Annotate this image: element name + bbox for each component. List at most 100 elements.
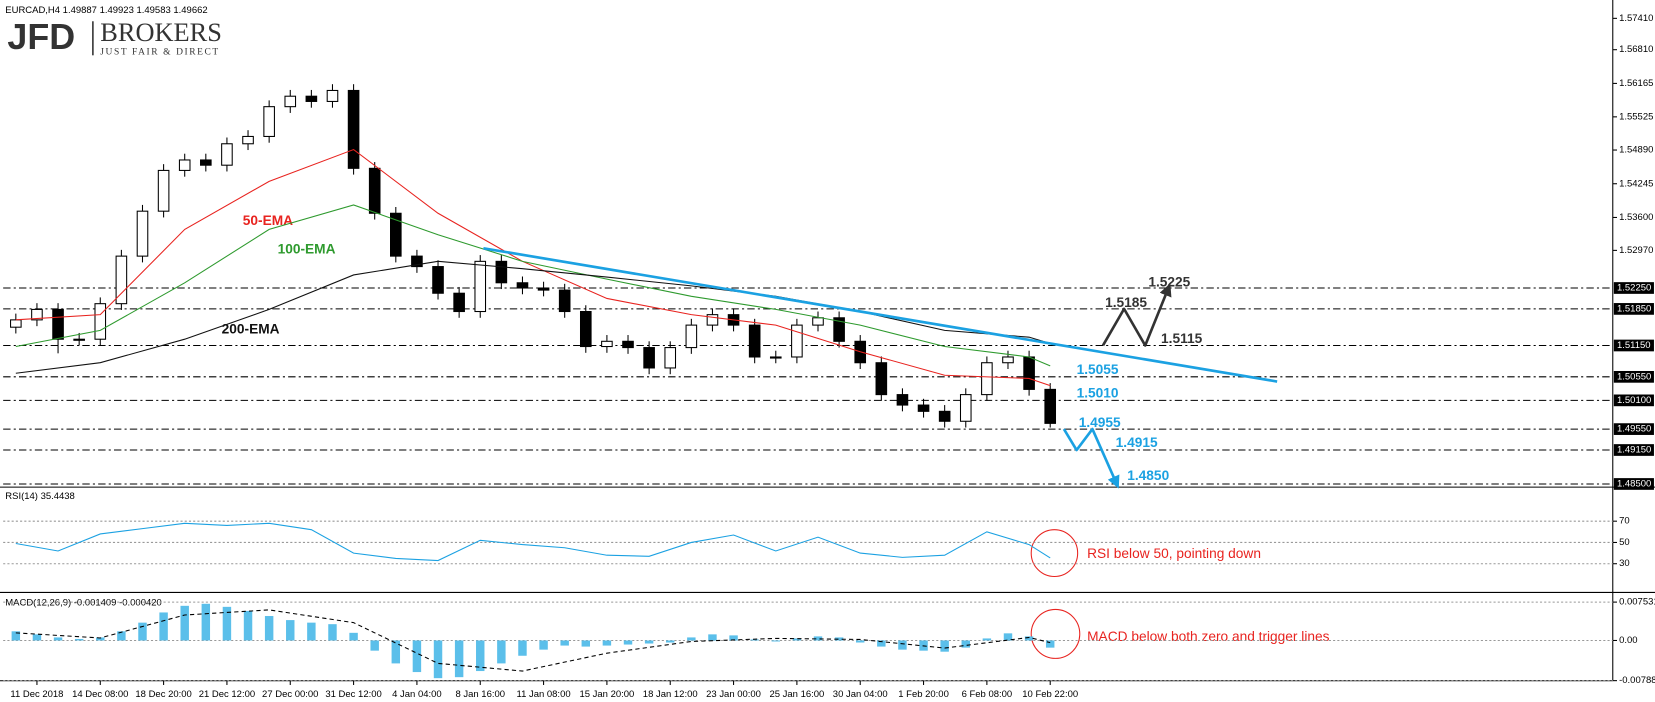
macd-bar — [328, 624, 337, 641]
rsi-title: RSI(14) 35.4438 — [5, 491, 75, 502]
level-label-box — [1613, 444, 1654, 456]
macd-bar — [560, 640, 569, 646]
macd-bar — [138, 622, 147, 641]
x-tick-label: 18 Jan 12:00 — [643, 689, 698, 700]
candle-body — [791, 324, 803, 358]
candle-body — [643, 347, 655, 369]
y-tick-label: 30 — [1619, 558, 1630, 569]
x-tick-label: 25 Jan 16:00 — [769, 689, 824, 700]
macd-bar — [1024, 636, 1034, 641]
x-tick-label: 18 Dec 20:00 — [135, 689, 191, 700]
macd-bar — [201, 603, 211, 641]
macd-bar — [117, 631, 126, 641]
level-label: 1.48500 — [1617, 478, 1651, 489]
candle-body — [981, 362, 993, 396]
level-label: 1.52250 — [1617, 282, 1651, 293]
macd-bar — [11, 631, 21, 641]
macd-bar — [53, 637, 63, 641]
candle-body — [601, 340, 613, 348]
macd-bar — [623, 640, 633, 645]
macd-bar — [898, 640, 907, 650]
level-note: 1.5010 — [1077, 386, 1119, 401]
trendline — [483, 246, 1278, 383]
level-label: 1.50100 — [1617, 395, 1651, 406]
candle-body — [52, 308, 64, 340]
macd-bar — [370, 640, 379, 651]
macd-bar — [433, 640, 443, 679]
y-tick-label: 1.52970 — [1619, 245, 1653, 256]
x-tick-label: 1 Feb 20:00 — [898, 689, 949, 700]
candle-body — [453, 292, 465, 313]
level-label-box — [1613, 478, 1654, 490]
x-tick-label: 27 Dec 00:00 — [262, 689, 318, 700]
y-tick-label: 1.55525 — [1619, 111, 1653, 122]
projection-label: 1.5185 — [1105, 295, 1147, 310]
x-tick-label: 31 Dec 12:00 — [325, 689, 381, 700]
candle-body — [664, 347, 677, 369]
macd-bar — [391, 640, 401, 664]
macd-annotation: MACD below both zero and trigger lines — [1087, 629, 1329, 644]
candle-body — [31, 308, 43, 321]
projection-label: 1.5225 — [1148, 275, 1190, 290]
macd-bar — [412, 640, 422, 673]
y-tick-label: 1.54890 — [1619, 145, 1653, 156]
rsi-highlight-circle — [1030, 529, 1079, 578]
candle-body — [10, 319, 22, 328]
candle-body — [685, 324, 698, 349]
level-label: 1.50550 — [1617, 371, 1651, 382]
macd-bar — [602, 640, 612, 646]
x-tick-label: 6 Feb 08:00 — [962, 689, 1013, 700]
candle-body — [136, 210, 149, 257]
macd-bar — [961, 640, 970, 648]
candle-body — [178, 159, 191, 171]
macd-bar — [729, 635, 738, 641]
candle-body — [474, 260, 487, 313]
candle-body — [390, 212, 402, 257]
macd-bar — [264, 616, 274, 641]
candle-body — [347, 89, 360, 169]
ema-line — [15, 260, 1051, 374]
level-label: 1.51150 — [1617, 340, 1651, 351]
candle-body — [1044, 388, 1057, 424]
y-tick-label: -0.007885 — [1619, 675, 1655, 686]
level-label: 1.49150 — [1617, 444, 1651, 455]
y-tick-label: 1.54245 — [1619, 178, 1653, 189]
candle-body — [221, 143, 233, 166]
projection-label: 1.4955 — [1079, 415, 1121, 430]
level-label-box — [1613, 303, 1654, 315]
candle-body — [305, 95, 318, 102]
candle-body — [368, 167, 381, 214]
candle-body — [263, 106, 275, 137]
level-label-box — [1613, 282, 1654, 294]
x-tick-label: 11 Dec 2018 — [10, 689, 63, 700]
candle-body — [959, 394, 972, 422]
candle-body — [516, 282, 529, 289]
x-tick-label: 14 Dec 08:00 — [72, 689, 128, 700]
macd-bar — [666, 640, 675, 643]
candle-body — [938, 410, 951, 422]
candle-body — [200, 159, 212, 166]
macd-bar — [74, 638, 84, 641]
y-tick-label: 1.53600 — [1619, 212, 1653, 223]
candle-body — [622, 340, 634, 349]
y-tick-label: 0.00 — [1619, 635, 1637, 646]
macd-bar — [349, 632, 358, 641]
candle-body — [833, 317, 845, 342]
candle-body — [115, 255, 128, 305]
candle-body — [812, 317, 824, 326]
level-label: 1.49550 — [1617, 424, 1651, 435]
candle-body — [748, 324, 761, 358]
candle-body — [326, 89, 339, 102]
x-tick-label: 8 Jan 16:00 — [455, 689, 505, 700]
x-tick-label: 15 Jan 20:00 — [579, 689, 634, 700]
candle-body — [706, 314, 719, 326]
x-tick-label: 21 Dec 12:00 — [199, 689, 255, 700]
candle-body — [537, 287, 550, 291]
signal-line — [15, 609, 1051, 672]
macd-bar — [32, 634, 42, 641]
y-tick-label: 50 — [1619, 537, 1630, 548]
macd-bar — [1003, 633, 1013, 641]
macd-bar — [539, 640, 548, 650]
macd-bar — [454, 640, 464, 678]
macd-bar — [222, 606, 232, 641]
